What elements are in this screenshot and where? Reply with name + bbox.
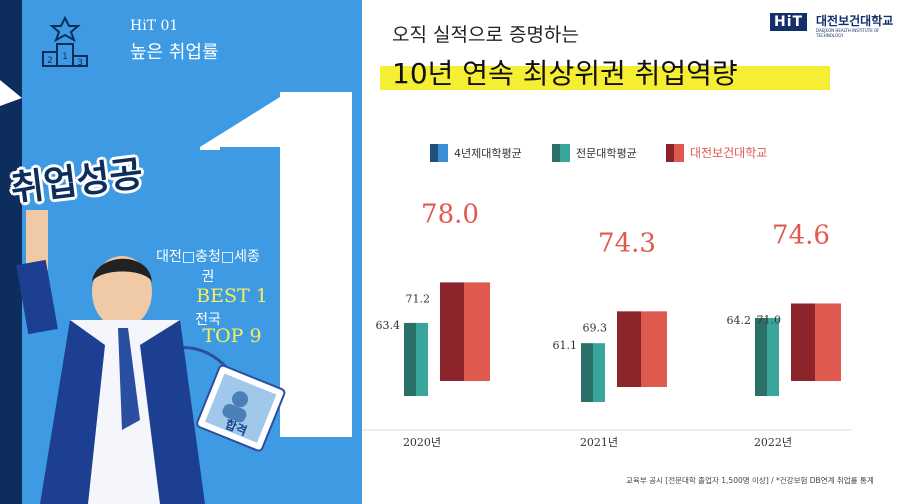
legend-label-4yr: 4년제대학평균 bbox=[454, 147, 522, 160]
region-label-suffix: 권 bbox=[201, 269, 215, 285]
best-rank: BEST 1 bbox=[196, 285, 268, 307]
bar-hit-dark-2 bbox=[791, 303, 815, 381]
employment-rate-chart: 4년제대학평균 전문대학평균 대전보건대학교 63.4 71.2 78.0 2020년… bbox=[362, 144, 852, 449]
category-label-2: 2022년 bbox=[754, 436, 792, 449]
bar-junior-dark-2 bbox=[755, 317, 767, 396]
logo-subtitle: DAEJEON HEALTH INSTITUTE OF TECHNOLOGY bbox=[816, 28, 880, 38]
bar-hit-dark-0 bbox=[440, 282, 464, 381]
svg-text:1: 1 bbox=[62, 52, 68, 62]
svg-text:3: 3 bbox=[77, 58, 83, 68]
section-number: HiT 01 bbox=[130, 18, 179, 34]
legend-label-hit: 대전보건대학교 bbox=[690, 146, 767, 160]
top-rank: TOP 9 bbox=[202, 325, 262, 347]
legend-item-4yr: 4년제대학평균 bbox=[430, 144, 522, 162]
celebrating-student-illustration: 합격 bbox=[16, 210, 286, 504]
headline-eyebrow: 오직 실적으로 증명하는 bbox=[392, 24, 579, 46]
legend-item-hit: 대전보건대학교 bbox=[666, 144, 767, 162]
bar-junior-0 bbox=[416, 322, 428, 396]
label-junior-0: 63.4 bbox=[376, 319, 401, 332]
label-hit-1: 74.3 bbox=[598, 228, 656, 258]
svg-text:1: 1 bbox=[200, 92, 210, 96]
bar-junior-dark-0 bbox=[404, 322, 416, 396]
bar-junior-2 bbox=[767, 317, 779, 396]
big-one-numeral: 1 bbox=[200, 92, 352, 437]
navy-side-strip bbox=[0, 0, 22, 504]
chart-legend: 4년제대학평균 전문대학평균 대전보건대학교 bbox=[430, 144, 767, 162]
podium-trophy-icon: 1 2 3 bbox=[42, 16, 88, 68]
bar-junior-dark-1 bbox=[581, 343, 593, 402]
bar-hit-dark-1 bbox=[617, 311, 641, 387]
nation-label: 전국 bbox=[195, 312, 221, 328]
chart-bars: 63.4 71.2 78.0 2020년 61.1 69.3 74.3 2021년 64.2 71… bbox=[376, 199, 841, 449]
bar-hit-2 bbox=[815, 303, 841, 381]
legend-label-junior: 전문대학평균 bbox=[576, 147, 637, 160]
label-junior-alt-2: 71.0 bbox=[757, 313, 782, 326]
white-notch bbox=[0, 80, 22, 106]
region-label: 대전□충청□세종 bbox=[156, 249, 260, 265]
legend-item-junior: 전문대학평균 bbox=[552, 144, 637, 162]
label-hit-2: 74.6 bbox=[772, 220, 830, 250]
label-junior-1: 61.1 bbox=[553, 339, 578, 352]
source-footnote: 교육부 공시 [전문대학 졸업자 1,500명 이상] / *건강보험 DB연계… bbox=[626, 476, 874, 485]
category-label-0: 2020년 bbox=[403, 436, 441, 449]
label-junior-2: 64.2 bbox=[727, 314, 752, 327]
label-junior-alt-0: 71.2 bbox=[406, 292, 431, 305]
bar-hit-1 bbox=[641, 311, 667, 387]
label-junior-alt-1: 69.3 bbox=[583, 321, 608, 334]
bar-hit-0 bbox=[464, 282, 490, 381]
headline-main: 10년 연속 최상위권 취업역량 bbox=[392, 57, 738, 90]
logo-mark: HiT bbox=[770, 13, 808, 31]
category-label-1: 2021년 bbox=[580, 436, 618, 449]
bar-junior-1 bbox=[593, 343, 605, 402]
logo-name: 대전보건대학교 bbox=[816, 14, 894, 28]
label-hit-0: 78.0 bbox=[421, 199, 479, 229]
section-subtitle: 높은 취업률 bbox=[130, 42, 219, 63]
svg-text:2: 2 bbox=[47, 56, 53, 66]
headline-highlight bbox=[380, 66, 830, 90]
